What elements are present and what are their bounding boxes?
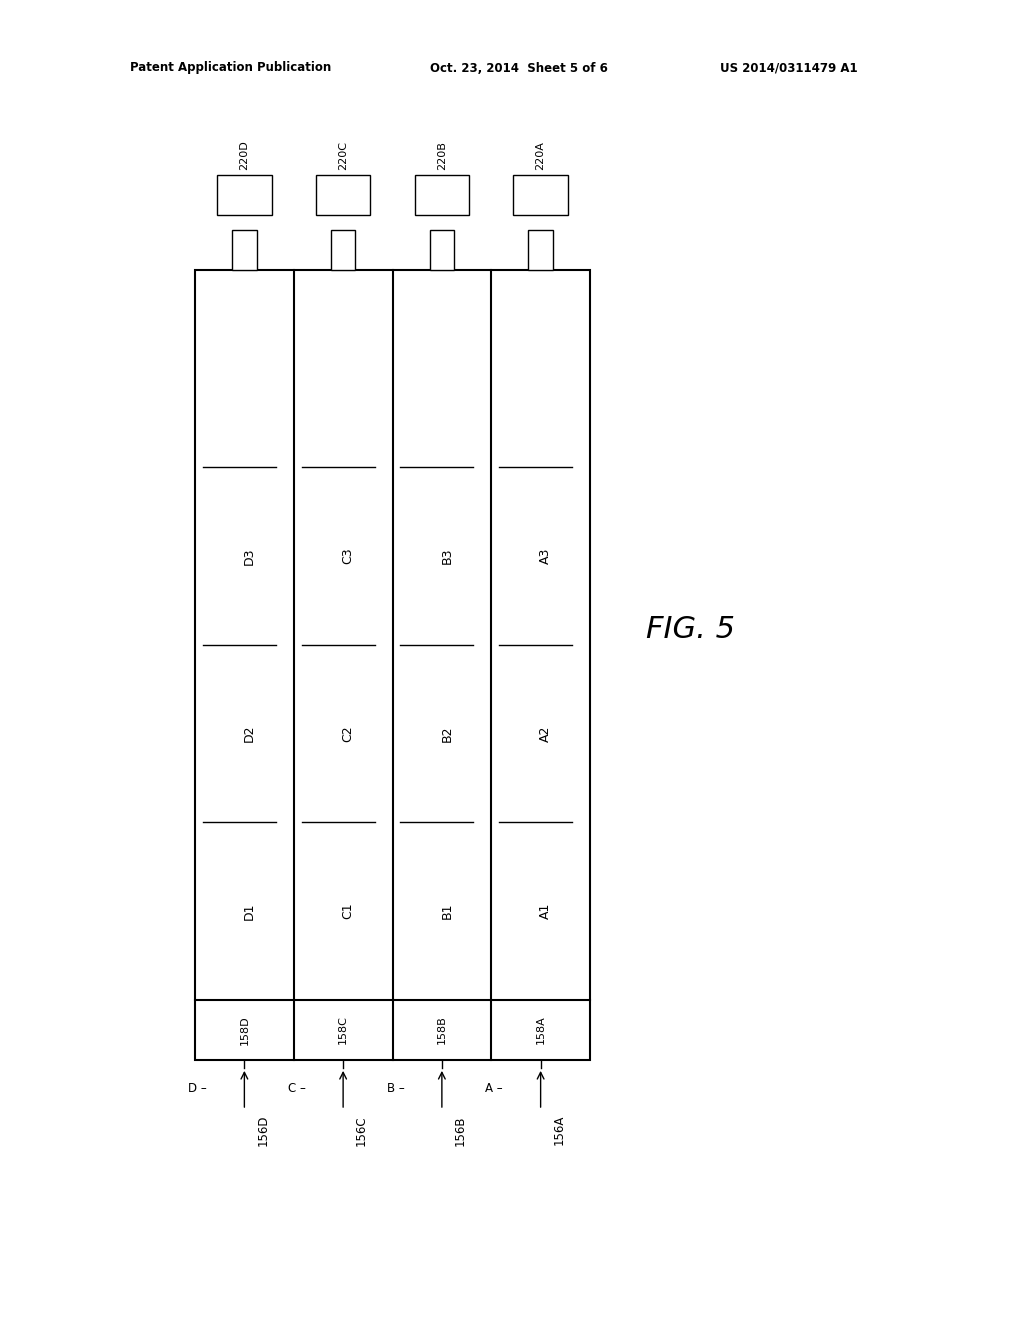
Bar	[195, 271, 590, 1060]
Text: D –: D –	[188, 1082, 207, 1096]
Text: FIG. 5: FIG. 5	[645, 615, 734, 644]
Text: A –: A –	[485, 1082, 503, 1096]
Text: Patent Application Publication: Patent Application Publication	[130, 62, 331, 74]
Text: B –: B –	[387, 1082, 404, 1096]
Text: A3: A3	[539, 548, 552, 564]
Text: C3: C3	[342, 548, 354, 564]
Text: 156D: 156D	[256, 1115, 269, 1147]
Text: C –: C –	[288, 1082, 305, 1096]
Bar	[513, 176, 567, 215]
Text: 220D: 220D	[240, 140, 250, 170]
Bar	[217, 176, 271, 215]
Text: 220A: 220A	[536, 141, 546, 170]
Text: 158C: 158C	[338, 1015, 348, 1044]
Text: Oct. 23, 2014  Sheet 5 of 6: Oct. 23, 2014 Sheet 5 of 6	[430, 62, 608, 74]
Text: 156C: 156C	[355, 1115, 368, 1146]
Text: C1: C1	[342, 903, 354, 920]
Text: C2: C2	[342, 725, 354, 742]
Text: 156B: 156B	[454, 1115, 467, 1146]
Bar	[429, 230, 455, 271]
Bar	[415, 176, 469, 215]
Bar	[528, 230, 553, 271]
Text: A1: A1	[539, 903, 552, 919]
Text: 158D: 158D	[240, 1015, 250, 1045]
Text: US 2014/0311479 A1: US 2014/0311479 A1	[720, 62, 858, 74]
Text: B1: B1	[440, 903, 454, 920]
Text: 220C: 220C	[338, 141, 348, 170]
Text: B3: B3	[440, 548, 454, 564]
Bar	[232, 230, 257, 271]
Text: 158A: 158A	[536, 1015, 546, 1044]
Text: 220B: 220B	[437, 141, 446, 170]
Text: 156A: 156A	[553, 1115, 565, 1146]
Text: A2: A2	[539, 726, 552, 742]
Text: D2: D2	[243, 725, 256, 742]
Text: D1: D1	[243, 903, 256, 920]
Bar	[331, 230, 355, 271]
Text: D3: D3	[243, 548, 256, 565]
Text: B2: B2	[440, 725, 454, 742]
Text: 158B: 158B	[437, 1015, 446, 1044]
Bar	[316, 176, 371, 215]
